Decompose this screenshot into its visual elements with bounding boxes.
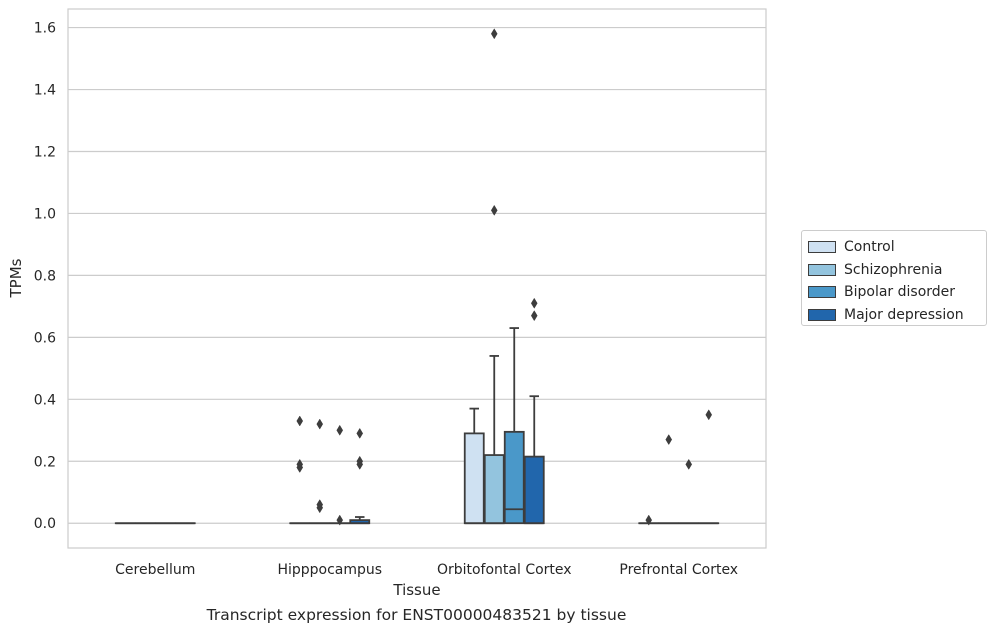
x-axis-label: Tissue: [392, 581, 440, 599]
legend-item-schizophrenia: Schizophrenia: [808, 259, 986, 282]
y-tick-label: 1.4: [34, 83, 56, 99]
y-tick-label: 1.6: [34, 21, 56, 37]
x-tick-labels: Cerebellum Hipppocampus Orbitofontal Corte…: [115, 562, 738, 578]
flier-schizophrenia: [490, 28, 498, 40]
flier-major-depression: [705, 409, 713, 421]
y-tick-labels: 0.0 0.2 0.4 0.6 0.8 1.0 1.2 1.4 1.6: [34, 21, 56, 533]
flier-control: [296, 461, 304, 473]
legend-swatch-major-depression: [808, 308, 836, 321]
plot-frame: [67, 8, 767, 549]
flier-control: [296, 415, 304, 427]
flier-schizophrenia: [665, 434, 673, 446]
flier-bipolar-disorder: [336, 424, 344, 436]
y-tick-label: 0.8: [34, 268, 56, 284]
boxes: [114, 327, 720, 525]
y-tick-label: 1.2: [34, 144, 56, 160]
flier-control: [645, 514, 653, 526]
legend-swatch-control: [808, 241, 836, 254]
x-tick-label: Orbitofontal Cortex: [437, 562, 572, 578]
chart-caption: Transcript expression for ENST0000048352…: [206, 606, 627, 624]
legend-label-major-depression: Major depression: [844, 306, 964, 323]
flier-schizophrenia: [316, 418, 324, 430]
box-control: [463, 432, 485, 525]
legend-label-bipolar-disorder: Bipolar disorder: [844, 284, 956, 301]
y-tick-label: 1.0: [34, 206, 56, 222]
legend-label-schizophrenia: Schizophrenia: [844, 261, 943, 278]
x-tick-label: Cerebellum: [115, 562, 195, 578]
flier-major-depression: [356, 458, 364, 470]
box-major-depression: [523, 455, 545, 525]
legend-swatch-bipolar-disorder: [808, 286, 836, 299]
y-tick-label: 0.0: [34, 516, 56, 532]
flier-major-depression: [530, 310, 538, 322]
legend-item-major-depression: Major depression: [808, 304, 986, 327]
legend-item-control: Control: [808, 236, 986, 259]
flier-bipolar-disorder: [685, 458, 693, 470]
box-schizophrenia: [483, 454, 505, 525]
flier-major-depression: [356, 427, 364, 439]
y-tick-label: 0.2: [34, 454, 56, 470]
legend: Control Schizophrenia Bipolar disorder M…: [801, 230, 987, 326]
y-tick-label: 0.4: [34, 392, 56, 408]
x-tick-label: Prefrontal Cortex: [619, 562, 738, 578]
flier-major-depression: [530, 297, 538, 309]
y-axis-label: TPMs: [7, 258, 25, 298]
legend-label-control: Control: [844, 239, 895, 256]
x-tick-label: Hipppocampus: [277, 562, 382, 578]
legend-swatch-schizophrenia: [808, 263, 836, 276]
legend-item-bipolar-disorder: Bipolar disorder: [808, 281, 986, 304]
y-tick-label: 0.6: [34, 330, 56, 346]
flier-schizophrenia: [490, 204, 498, 216]
box-bipolar-disorder: [503, 430, 525, 525]
fliers: [296, 28, 713, 526]
flier-schizophrenia: [316, 502, 324, 514]
flier-bipolar-disorder: [336, 514, 344, 526]
